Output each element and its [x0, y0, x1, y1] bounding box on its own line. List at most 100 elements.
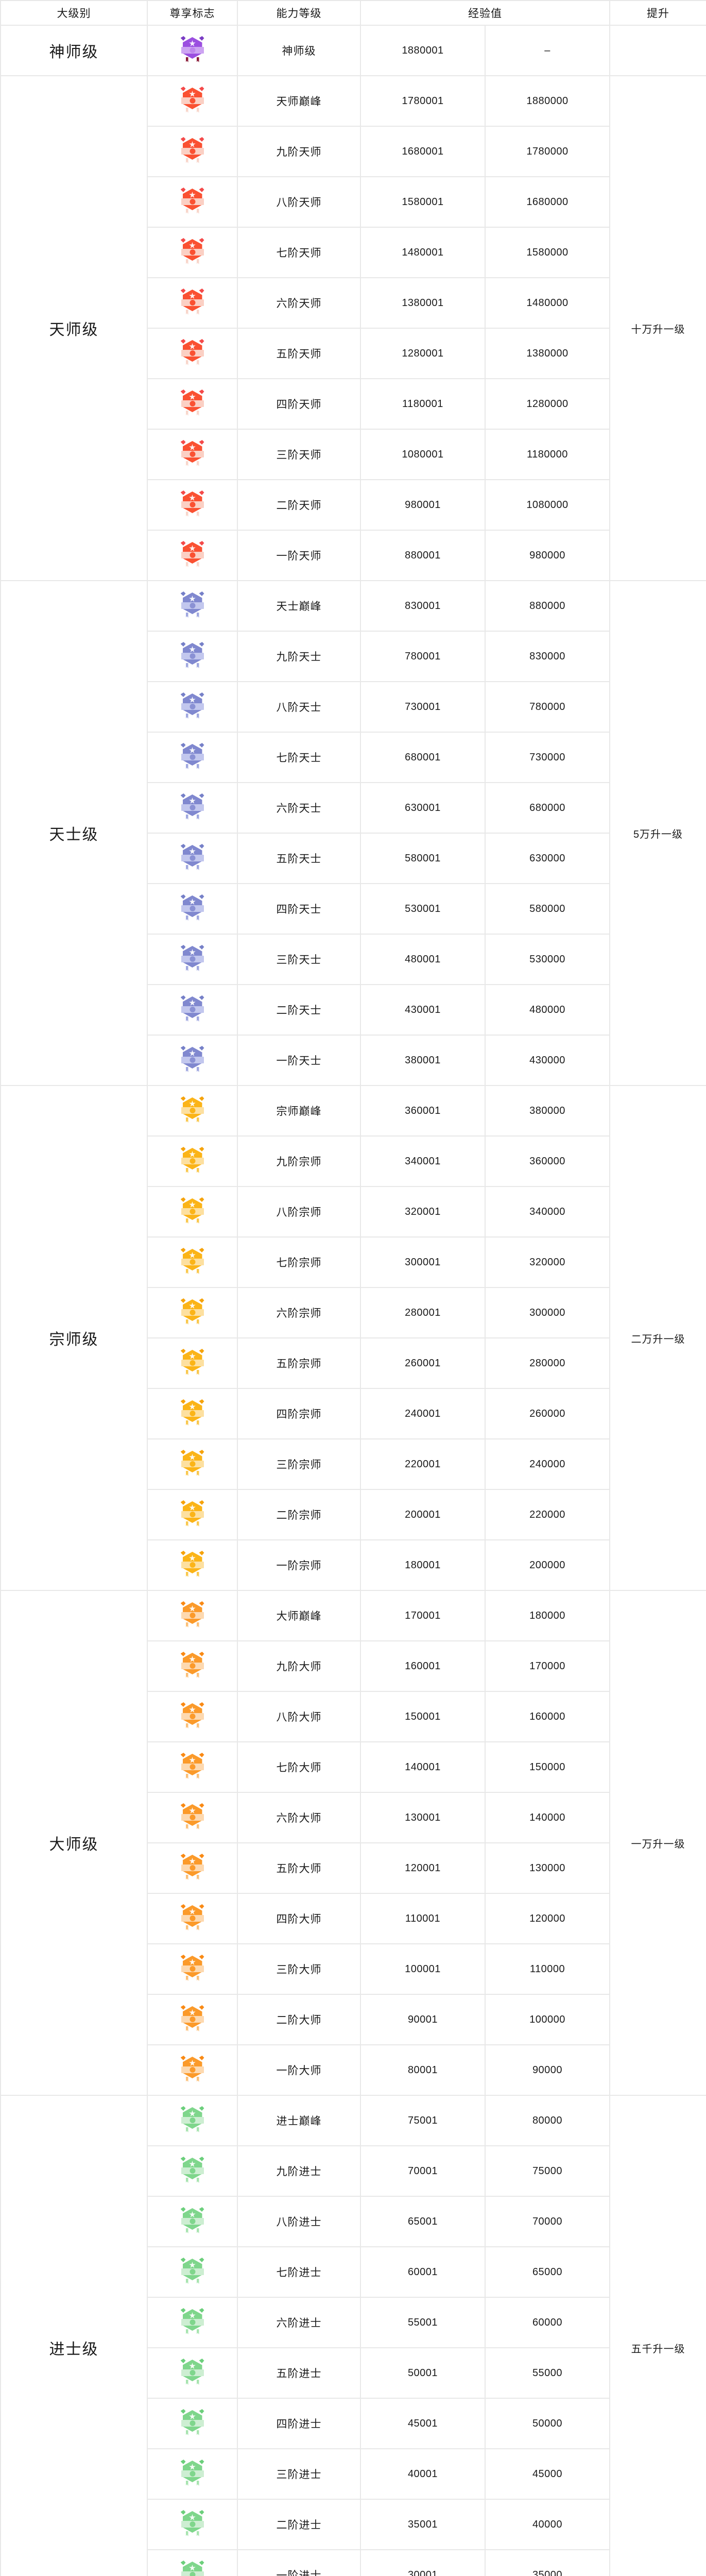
experience-max-cell: 90000 — [486, 2045, 609, 2095]
table-row: 三阶宗师 220001 240000 — [1, 1439, 706, 1489]
table-row: 三阶天师 1080001 1180000 — [1, 430, 706, 479]
experience-max-cell: 1680000 — [486, 177, 609, 227]
badge-cell — [148, 1742, 237, 1792]
rank-medal-icon — [180, 1500, 204, 1527]
rank-medal-icon — [180, 288, 204, 315]
experience-max-cell: 140000 — [486, 1793, 609, 1842]
ability-level-cell: 二阶天师 — [238, 480, 360, 530]
header-ability-level: 能力等级 — [238, 1, 360, 25]
experience-max-cell: 580000 — [486, 884, 609, 934]
ability-level-cell: 九阶宗师 — [238, 1137, 360, 1186]
badge-cell — [148, 1995, 237, 2044]
rank-medal-icon — [180, 2005, 204, 2031]
experience-max-cell: 170000 — [486, 1641, 609, 1691]
experience-max-cell: 120000 — [486, 1894, 609, 1943]
table-row: 七阶天师 1480001 1580000 — [1, 228, 706, 277]
badge-cell — [148, 127, 237, 176]
badge-cell — [148, 2045, 237, 2095]
rank-medal-icon — [180, 2055, 204, 2082]
rank-medal-icon — [180, 2459, 204, 2486]
rank-medal-icon — [180, 1702, 204, 1728]
experience-max-cell: 780000 — [486, 682, 609, 732]
ability-level-cell: 八阶进士 — [238, 2197, 360, 2246]
experience-max-cell: 45000 — [486, 2449, 609, 2499]
rank-medal-icon — [180, 1904, 204, 1930]
ability-level-cell: 八阶宗师 — [238, 1187, 360, 1236]
experience-min-cell: 200001 — [361, 1490, 485, 1539]
experience-min-cell: 280001 — [361, 1288, 485, 1337]
header-badge: 尊享标志 — [148, 1, 237, 25]
experience-max-cell: 1880000 — [486, 76, 609, 126]
header-major-level: 大级别 — [1, 1, 147, 25]
table-row: 五阶天师 1280001 1380000 — [1, 329, 706, 378]
rank-medal-icon — [180, 187, 204, 214]
table-row: 五阶天士 580001 630000 — [1, 834, 706, 883]
badge-cell — [148, 783, 237, 833]
experience-max-cell: 40000 — [486, 2500, 609, 2549]
ability-level-cell: 天师巅峰 — [238, 76, 360, 126]
rank-medal-icon — [180, 1449, 204, 1476]
rank-medal-icon — [180, 894, 204, 921]
badge-cell — [148, 1338, 237, 1388]
experience-min-cell: 630001 — [361, 783, 485, 833]
badge-cell — [148, 2096, 237, 2145]
badge-cell — [148, 2348, 237, 2398]
experience-max-cell: 830000 — [486, 632, 609, 681]
rank-medal-icon — [180, 2358, 204, 2385]
experience-min-cell: 160001 — [361, 1641, 485, 1691]
experience-max-cell: 100000 — [486, 1995, 609, 2044]
experience-min-cell: 830001 — [361, 581, 485, 631]
ability-level-cell: 三阶进士 — [238, 2449, 360, 2499]
experience-min-cell: 150001 — [361, 1692, 485, 1741]
experience-min-cell: 90001 — [361, 1995, 485, 2044]
ability-level-cell: 七阶大师 — [238, 1742, 360, 1792]
experience-max-cell: 1180000 — [486, 430, 609, 479]
experience-max-cell: 980000 — [486, 531, 609, 580]
experience-max-cell: 1480000 — [486, 278, 609, 328]
experience-max-cell: 80000 — [486, 2096, 609, 2145]
ability-level-cell: 八阶大师 — [238, 1692, 360, 1741]
rank-medal-icon — [180, 1853, 204, 1880]
table-row: 天师级 天师巅峰 1780001 1880000 十万升一级 — [1, 76, 706, 580]
experience-min-cell: 55001 — [361, 2298, 485, 2347]
rank-medal-icon — [180, 995, 204, 1022]
badge-cell — [148, 581, 237, 631]
ability-level-cell: 七阶天师 — [238, 228, 360, 277]
rank-medal-icon — [180, 1197, 204, 1224]
badge-cell — [148, 1793, 237, 1842]
table-row: 一阶天士 380001 430000 — [1, 1036, 706, 1085]
experience-max-cell: 530000 — [486, 935, 609, 984]
rank-medal-icon — [180, 1601, 204, 1628]
rank-medal-icon — [180, 641, 204, 668]
ability-level-cell: 四阶天士 — [238, 884, 360, 934]
badge-cell — [148, 1692, 237, 1741]
experience-min-cell: 140001 — [361, 1742, 485, 1792]
ability-level-cell: 四阶天师 — [238, 379, 360, 429]
ability-level-cell: 四阶大师 — [238, 1894, 360, 1943]
badge-cell — [148, 1086, 237, 1136]
rank-medal-icon — [180, 1298, 204, 1325]
upgrade-cell: 二万升一级 — [610, 1086, 706, 1590]
ability-level-cell: 六阶大师 — [238, 1793, 360, 1842]
rank-medal-icon — [180, 944, 204, 971]
major-level-cell: 天士级 — [1, 581, 147, 1085]
badge-cell — [148, 632, 237, 681]
experience-max-cell: 280000 — [486, 1338, 609, 1388]
table-row: 二阶宗师 200001 220000 — [1, 1490, 706, 1539]
table-row: 六阶天士 630001 680000 — [1, 783, 706, 833]
badge-cell — [148, 682, 237, 732]
badge-cell — [148, 2399, 237, 2448]
experience-max-cell: 55000 — [486, 2348, 609, 2398]
experience-min-cell: 75001 — [361, 2096, 485, 2145]
rank-medal-icon — [180, 2510, 204, 2536]
rank-medal-icon — [180, 2156, 204, 2183]
rank-medal-icon — [180, 843, 204, 870]
badge-cell — [148, 1238, 237, 1287]
badge-cell — [148, 26, 237, 75]
badge-cell — [148, 379, 237, 429]
table-header: 大级别 尊享标志 能力等级 经验值 提升 — [1, 1, 706, 25]
experience-min-cell: 1780001 — [361, 76, 485, 126]
ability-level-cell: 大师巅峰 — [238, 1591, 360, 1640]
experience-min-cell: 65001 — [361, 2197, 485, 2246]
experience-min-cell: 880001 — [361, 531, 485, 580]
